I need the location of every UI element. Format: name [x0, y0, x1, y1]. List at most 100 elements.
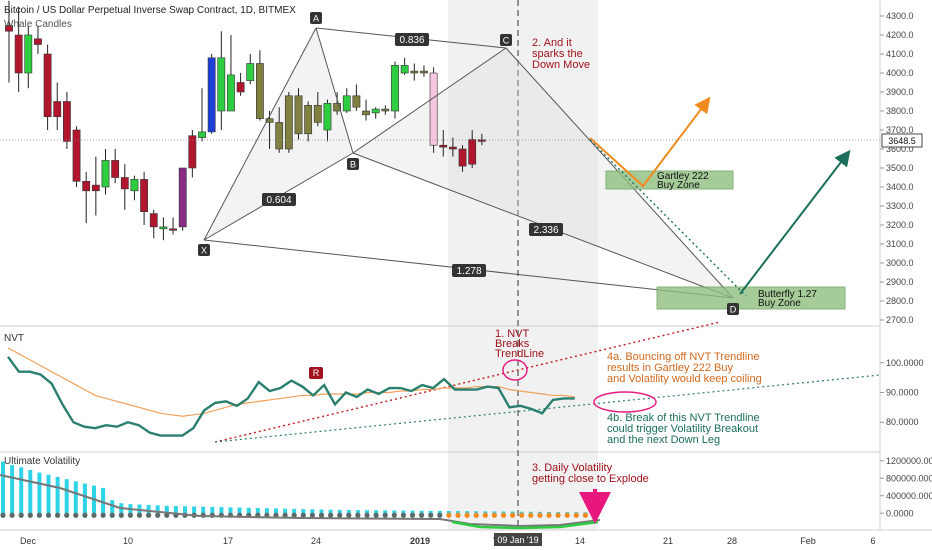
ratio-label-0836: 0.836: [399, 35, 424, 46]
candle: [477, 133, 486, 146]
price-tick-label: 3500.0: [886, 163, 914, 173]
volatility-dot: [300, 512, 306, 518]
volatility-bar: [237, 507, 242, 514]
volatility-bar: [173, 506, 178, 514]
volatility-tick-label: 0.0000: [886, 508, 914, 518]
candle: [323, 99, 332, 142]
price-tick-label: 3400.0: [886, 182, 914, 192]
candle: [265, 111, 274, 149]
volatility-dot: [546, 512, 552, 518]
volatility-tick-label: 800000.0000: [886, 473, 932, 483]
volatility-axis: 0.0000 400000.0000 800000.0000 1200000.0000: [880, 456, 932, 518]
r-marker-label: R: [313, 368, 320, 378]
candle: [188, 130, 197, 178]
candle: [120, 164, 129, 210]
volatility-dot: [446, 512, 452, 518]
price-tick-label: 3300.0: [886, 201, 914, 211]
volatility-dot: [118, 512, 124, 518]
nvt-title: NVT: [4, 333, 24, 344]
volatility-dot: [318, 512, 325, 518]
candle: [149, 209, 158, 239]
candle: [82, 171, 91, 224]
butterfly-projection-arrow: [739, 149, 851, 295]
volatility-bar: [101, 487, 106, 514]
volatility-dot: [346, 512, 352, 518]
candle: [207, 54, 216, 134]
volatility-bar: [64, 479, 69, 514]
candle: [313, 92, 322, 127]
price-tick-label: 3600.0: [886, 144, 914, 154]
volatility-dot: [500, 512, 507, 518]
volatility-bar: [1, 461, 5, 514]
butterfly-buy-zone-label-2: Buy Zone: [758, 298, 801, 309]
volatility-squeeze-line: [451, 520, 599, 530]
volatility-dot: [519, 512, 525, 518]
candle: [439, 130, 448, 157]
volatility-bar: [383, 510, 388, 514]
volatility-dot: [391, 512, 397, 518]
dotted-projection-line: [589, 139, 747, 297]
volatility-dot: [455, 512, 461, 518]
volatility-dot: [64, 512, 70, 518]
candle: [333, 92, 341, 115]
gartley-buy-zone-label-1: Gartley 222: [657, 171, 709, 182]
price-tick-label: 3200.0: [886, 220, 914, 230]
annotation-2-line-2: sparks the: [532, 48, 583, 60]
volatility-bar: [155, 505, 160, 514]
volatility-bar: [483, 511, 488, 514]
x-tick-label: 6: [870, 536, 875, 546]
pattern-point-a: A: [313, 14, 319, 24]
candle: [400, 57, 409, 75]
volatility-dot: [27, 512, 33, 518]
annotation-1-line-2: Breaks: [495, 338, 530, 350]
price-tick-label: 2900.0: [886, 277, 914, 287]
butterfly-buy-zone-label-1: Butterfly 1.27: [758, 289, 817, 300]
volatility-dot: [309, 512, 315, 518]
volatility-bar: [365, 510, 369, 514]
candle: [111, 149, 120, 184]
x-tick-label: 10: [123, 536, 133, 546]
nvt-axis: 80.0000 90.0000 100.0000: [880, 358, 924, 427]
volatility-bar: [310, 509, 315, 514]
x-tick-label: 24: [311, 536, 321, 546]
pattern-point-b: B: [350, 160, 356, 170]
volatility-bar: [556, 512, 561, 514]
nvt-trendline-teal: [214, 374, 881, 443]
candle: [53, 82, 62, 130]
volatility-dot: [155, 512, 161, 518]
candle: [217, 31, 226, 130]
nvt-trendline-ellipse: [593, 391, 657, 413]
x-tick-label: Dec: [20, 536, 37, 546]
candle: [429, 67, 438, 153]
volatility-dot: [537, 512, 543, 518]
candle: [101, 149, 110, 195]
candle: [62, 92, 71, 149]
annotation-4a-line-3: and Volatility would keep coiling: [607, 373, 762, 385]
volatility-bar: [228, 507, 233, 514]
volatility-dot: [282, 512, 288, 518]
candle: [178, 167, 187, 231]
harmonic-bcd-fill: [353, 48, 733, 298]
volatility-bar: [283, 508, 288, 514]
volatility-tick-label: 400000.0000: [886, 491, 932, 501]
annotation-4a-line-1: 4a. Bouncing off NVT Trendline: [607, 351, 759, 363]
volatility-dot: [82, 512, 88, 518]
volatility-bar: [210, 506, 215, 514]
ratio-label-1278: 1.278: [456, 266, 481, 277]
gartley-buy-zone: [605, 170, 734, 190]
x-tick-label: 21: [663, 536, 673, 546]
price-tick-label: 4300.0: [886, 11, 914, 21]
candle: [5, 0, 13, 83]
annotation-2-line-1: 2. And it: [532, 37, 572, 49]
indicator-name: Whale Candles: [4, 19, 72, 30]
annotation-3-line-2: getting close to Explode: [532, 473, 649, 485]
candle: [468, 130, 477, 168]
x-tick-label: 14: [575, 536, 585, 546]
nvt-moving-average: [7, 347, 575, 417]
volatility-bar: [437, 510, 442, 514]
candle: [284, 92, 293, 153]
candle: [130, 175, 139, 201]
annotation-4b-line-1: 4b. Break of this NVT Trendline: [607, 412, 760, 424]
annotation-3-line-1: 3. Daily Volatility: [532, 462, 613, 474]
volatility-dot: [164, 512, 170, 518]
